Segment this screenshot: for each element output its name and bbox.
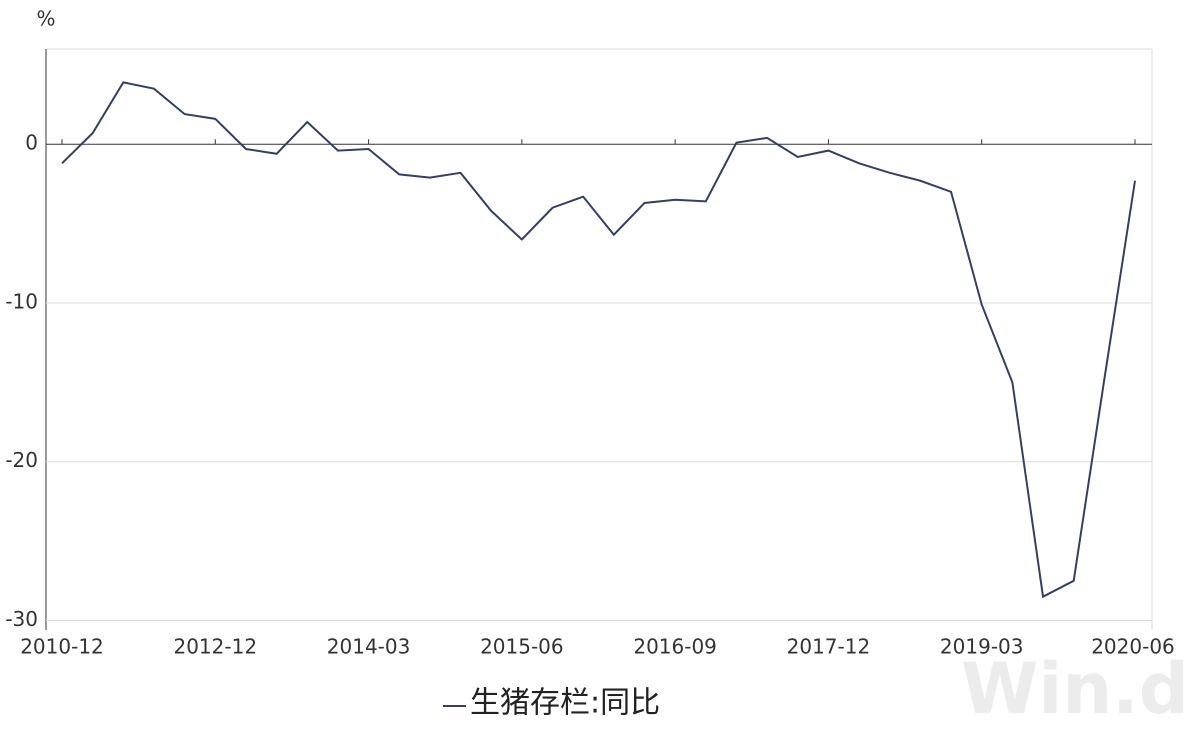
x-tick-label: 2010-12 [20,635,104,659]
x-tick-label: 2017-12 [787,635,871,659]
x-tick-label: 2020-06 [1091,635,1175,659]
y-tick-label: -10 [5,289,38,313]
y-tick-label: -30 [5,607,38,631]
line [61,81,1136,599]
y-tick-label: -20 [5,448,38,472]
x-tick-label: 2019-03 [940,635,1024,659]
x-tick-label: 2012-12 [173,635,257,659]
x-tick-label: 2014-03 [327,635,411,659]
y-unit: % [36,7,55,31]
y-tick-label: 0 [25,131,38,155]
x-tick-label: 2016-09 [633,635,717,659]
x-tick-label: 2015-06 [480,635,564,659]
watermark: Win.d [961,648,1183,730]
legend-label: 生猪存栏:同比 [470,686,660,721]
